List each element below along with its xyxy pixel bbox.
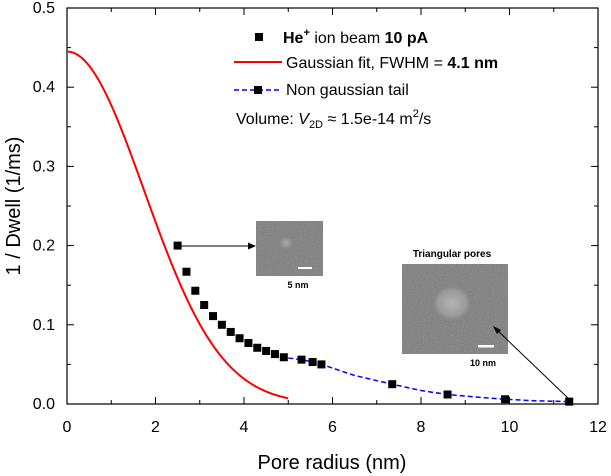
x-tick-label: 0 xyxy=(63,419,72,436)
data-point xyxy=(235,334,244,343)
legend-entry-points-prefix: He xyxy=(283,30,304,47)
annotation-arrows xyxy=(181,242,571,401)
axis-tick-labels: 0 2 4 6 8 10 12 0.0 0.1 0.2 0.3 0.4 0.5 xyxy=(33,0,607,436)
data-point xyxy=(200,301,209,309)
y-axis-label: 1 / Dwell (1/ms) xyxy=(3,137,25,276)
data-point xyxy=(191,286,200,295)
data-point xyxy=(262,346,271,355)
data-point xyxy=(270,350,279,359)
data-point xyxy=(308,358,317,367)
data-point xyxy=(253,343,262,352)
legend-volume-unit: /s xyxy=(419,111,431,128)
x-tick-label: 4 xyxy=(240,419,249,436)
legend-entry-points: He+ ion beam 10 pA xyxy=(283,27,429,47)
x-tick-label: 12 xyxy=(589,419,607,436)
legend-entry-points-sup: + xyxy=(303,27,309,39)
arrow-2-line xyxy=(495,328,571,401)
series-tail-line xyxy=(288,357,570,403)
legend-entry-gaussian: Gaussian fit, FWHM = 4.1 nm xyxy=(286,55,498,72)
legend-volume-value: ≈ 1.5e-14 m xyxy=(323,111,413,128)
x-axis-label: Pore radius (nm) xyxy=(258,452,407,474)
y-tick-label: 0.1 xyxy=(33,317,55,334)
legend-entry-gaussian-text: Gaussian fit, FWHM = xyxy=(286,55,447,72)
legend-volume-sub: 2D xyxy=(309,119,323,131)
y-tick-label: 0.4 xyxy=(33,79,55,96)
data-point xyxy=(209,312,218,321)
legend: He+ ion beam 10 pA Gaussian fit, FWHM = … xyxy=(234,27,498,131)
series-layer xyxy=(66,50,574,406)
data-point xyxy=(443,390,452,399)
data-point xyxy=(226,327,235,336)
legend-volume: Volume: V2D ≈ 1.5e-14 m2/s xyxy=(236,108,431,131)
series-gaussian-fit-line xyxy=(66,50,289,400)
legend-volume-sup: 2 xyxy=(413,108,419,120)
data-point xyxy=(565,397,574,406)
inset-2-scale-label: 10 nm xyxy=(470,358,496,368)
inset-1-pore xyxy=(277,235,295,251)
y-tick-label: 0.3 xyxy=(33,158,55,175)
data-point xyxy=(244,339,253,348)
legend-entry-tail: Non gaussian tail xyxy=(286,82,409,99)
x-tick-label: 6 xyxy=(328,419,337,436)
arrow-1-head xyxy=(248,242,256,250)
legend-marker-points xyxy=(255,33,263,41)
inset-image-1: 5 nm xyxy=(256,221,323,290)
data-point xyxy=(279,353,288,362)
axis-ticks xyxy=(66,7,599,405)
y-tick-label: 0.2 xyxy=(33,238,55,255)
inset-2-scale-bar xyxy=(478,345,494,348)
x-tick-label: 10 xyxy=(501,419,519,436)
inset-image-2: Triangular pores 10 nm xyxy=(402,249,508,368)
inset-1-scale-bar xyxy=(298,267,312,269)
legend-entry-gaussian-bold: 4.1 nm xyxy=(447,55,498,72)
legend-entry-points-bold: 10 pA xyxy=(385,30,429,47)
data-point xyxy=(173,241,182,250)
inset-2-title: Triangular pores xyxy=(413,249,492,260)
data-point xyxy=(501,395,510,404)
x-tick-label: 8 xyxy=(417,419,426,436)
legend-entry-points-mid: ion beam xyxy=(310,30,385,47)
data-point xyxy=(297,355,306,364)
arrow-2-head xyxy=(493,326,501,334)
data-point xyxy=(388,380,397,389)
x-tick-label: 2 xyxy=(151,419,160,436)
legend-volume-prefix: Volume: xyxy=(236,111,298,128)
y-tick-label: 0.5 xyxy=(33,0,55,17)
inset-1-scale-label: 5 nm xyxy=(287,280,308,290)
data-point xyxy=(317,360,326,369)
y-tick-label: 0.0 xyxy=(33,396,55,413)
legend-volume-var: V xyxy=(298,111,310,128)
data-point xyxy=(217,320,226,329)
data-point xyxy=(182,267,191,276)
legend-marker-tail xyxy=(254,86,262,94)
inset-2-pore xyxy=(430,283,474,323)
